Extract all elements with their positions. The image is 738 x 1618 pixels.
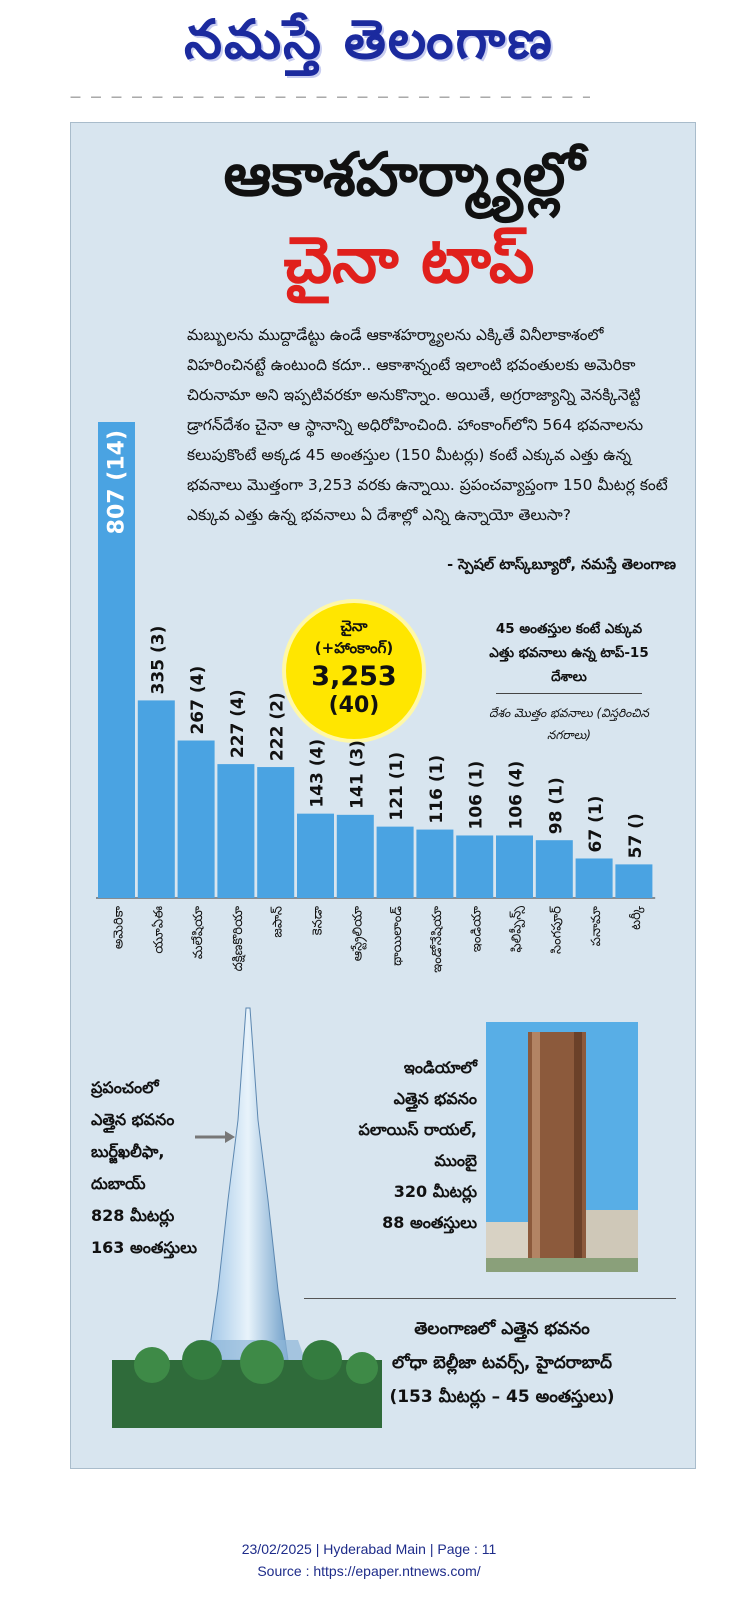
- india-tallest-caption: ఇండియాలో ఎత్తైన భవనం పలాయిస్ రాయల్, ముంబ…: [325, 1052, 478, 1238]
- category-label-0: అమెరికా: [112, 905, 127, 949]
- bar-10: [496, 835, 533, 898]
- category-label-12: పనామా: [589, 906, 604, 946]
- bar-4: [257, 767, 295, 898]
- masthead-title: నమస్తే తెలంగాణ: [184, 8, 554, 71]
- bar-value-label-3: 227 (4): [228, 689, 248, 758]
- bar-value-label-7: 121 (1): [387, 752, 407, 821]
- category-label-13: టర్కీ: [629, 905, 645, 930]
- bar-value-label-10: 106 (4): [507, 761, 527, 830]
- bar-chart: 807 (14) అమెరికా 335 (3) యూఏఈ 267 (4) మలేషియా…: [96, 422, 656, 973]
- burj-khalifa-illustration: [112, 1007, 382, 1428]
- world-floors: 163 అంతస్తులు: [91, 1238, 197, 1257]
- china-cities: (40): [328, 693, 380, 718]
- intro-paragraph: మబ్బులను ముద్దాడేట్టు ఉండే ఆకాశహర్మ్యాలన…: [187, 326, 668, 524]
- headline-line1: ఆకాశహర్మ్యాల్లో: [223, 140, 585, 210]
- category-label-6: ఆస్ట్రేలియా: [350, 906, 367, 961]
- category-label-7: థాయిలాండ్: [390, 906, 405, 966]
- bar-11: [535, 840, 573, 898]
- bar-value-label-0: 807 (14): [105, 430, 130, 534]
- bar-8: [416, 829, 454, 898]
- previous-article-cutline: — — — — — — — — — — — — — — — — — — — — …: [70, 90, 590, 103]
- category-label-3: దక్షిణకొరియా: [231, 906, 246, 971]
- india-name: పలాయిస్ రాయల్,: [358, 1120, 478, 1139]
- world-line2: ఎత్తైన భవనం: [91, 1110, 175, 1129]
- bar-2: [177, 740, 215, 898]
- china-callout: చైనా (+హాంకాంగ్) 3,253 (40): [286, 603, 422, 739]
- telangana-line1: తెలంగాణలో ఎత్తైన భవనం: [414, 1319, 590, 1339]
- china-total: 3,253: [311, 661, 397, 692]
- telangana-tallest-caption: తెలంగాణలో ఎత్తైన భవనం లోధా బెల్లీజా టవర్…: [332, 1312, 672, 1414]
- category-label-11: సింగపూర్: [549, 906, 564, 954]
- category-label-9: ఇండియా: [470, 906, 485, 952]
- page-footer: 23/02/2025 | Hyderabad Main | Page : 11 …: [0, 1538, 738, 1582]
- footer-source: Source : https://epaper.ntnews.com/: [257, 1563, 481, 1579]
- india-height: 320 మీటర్లు: [393, 1182, 477, 1201]
- bar-1: [137, 700, 175, 898]
- telangana-line3: (153 మీటర్లు – 45 అంతస్తులు): [389, 1387, 615, 1407]
- chart-title: 45 అంతస్తుల కంటే ఎక్కువ ఎత్తు భవనాలు ఉన్…: [489, 621, 649, 685]
- arrow-icon: [195, 1131, 235, 1143]
- bar-6: [336, 814, 374, 898]
- world-city: దుబాయ్: [91, 1174, 146, 1193]
- india-city: ముంబై: [434, 1151, 477, 1170]
- section-divider: [304, 1298, 676, 1299]
- world-heading: ప్రపంచంలో: [91, 1078, 159, 1097]
- category-label-1: యూఏఈ: [151, 906, 166, 954]
- bar-value-label-6: 141 (3): [347, 740, 367, 809]
- bar-3: [217, 764, 255, 898]
- category-label-4: జపాన్: [271, 906, 286, 938]
- bar-7: [376, 826, 414, 898]
- byline: - స్పెషల్ టాస్క్‌బ్యూరో, నమస్తే తెలంగాణ: [447, 557, 676, 573]
- bar-value-label-11: 98 (1): [546, 777, 566, 834]
- bar-value-label-12: 67 (1): [586, 796, 606, 853]
- bar-13: [615, 864, 653, 898]
- bar-value-label-9: 106 (1): [467, 761, 487, 830]
- footer-edition: 23/02/2025 | Hyderabad Main | Page : 11: [241, 1541, 497, 1557]
- bar-value-label-8: 116 (1): [427, 755, 447, 824]
- bar-12: [575, 858, 613, 898]
- category-label-10: ఫిలిప్పీన్స్: [509, 905, 526, 952]
- palais-royale-photo: [486, 1022, 638, 1272]
- world-height: 828 మీటర్లు: [91, 1206, 175, 1225]
- bar-value-label-13: 57 (): [626, 813, 646, 858]
- india-floors: 88 అంతస్తులు: [382, 1213, 477, 1232]
- legend-note: దేశం మొత్తం భవనాలు (విస్తరించిన నగరాలు): [489, 706, 649, 742]
- bar-value-label-1: 335 (3): [148, 626, 168, 695]
- category-label-8: ఇండోనేషియా: [429, 906, 445, 973]
- telangana-line2: లోధా బెల్లీజా టవర్స్, హైదరాబాద్: [392, 1353, 612, 1373]
- legend-divider: [496, 693, 642, 694]
- india-line2: ఎత్తైన భవనం: [393, 1089, 477, 1108]
- masthead: నమస్తే తెలంగాణ: [0, 0, 738, 86]
- bar-0: [98, 422, 135, 898]
- category-label-2: మలేషియా: [191, 906, 206, 959]
- headline-line2: చైనా టాప్: [283, 224, 535, 298]
- bar-value-label-5: 143 (4): [308, 739, 328, 808]
- world-name: బుర్జ్‌ఖలీఫా,: [91, 1142, 165, 1161]
- bar-5: [297, 813, 334, 898]
- bar-9: [456, 835, 494, 898]
- china-sub: (+హాంకాంగ్): [314, 639, 394, 657]
- bar-value-label-2: 267 (4): [188, 666, 208, 735]
- india-heading: ఇండియాలో: [403, 1058, 477, 1077]
- bar-value-label-4: 222 (2): [268, 692, 288, 761]
- world-tallest-caption: ప్రపంచంలో ఎత్తైన భవనం బుర్జ్‌ఖలీఫా, దుబా…: [91, 1072, 221, 1264]
- china-name: చైనా: [340, 617, 368, 635]
- category-label-5: కెనడా: [311, 905, 326, 935]
